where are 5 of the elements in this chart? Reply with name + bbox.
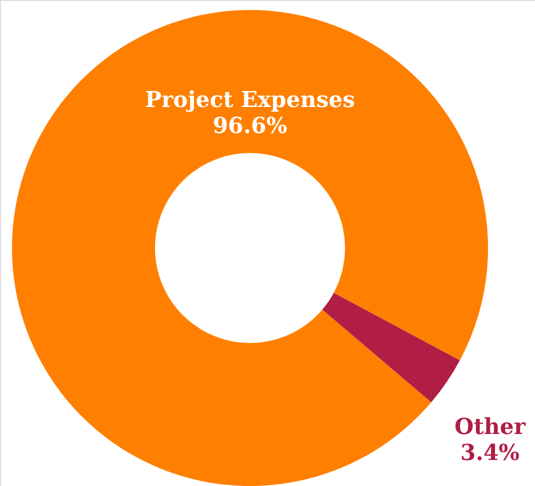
- donut-slice: [322, 292, 460, 402]
- slice-label: Other: [454, 414, 526, 440]
- data-label: 96.6%: [212, 113, 288, 139]
- data-label: 3.4%: [460, 440, 520, 466]
- slice-label: Project Expenses: [144, 87, 356, 113]
